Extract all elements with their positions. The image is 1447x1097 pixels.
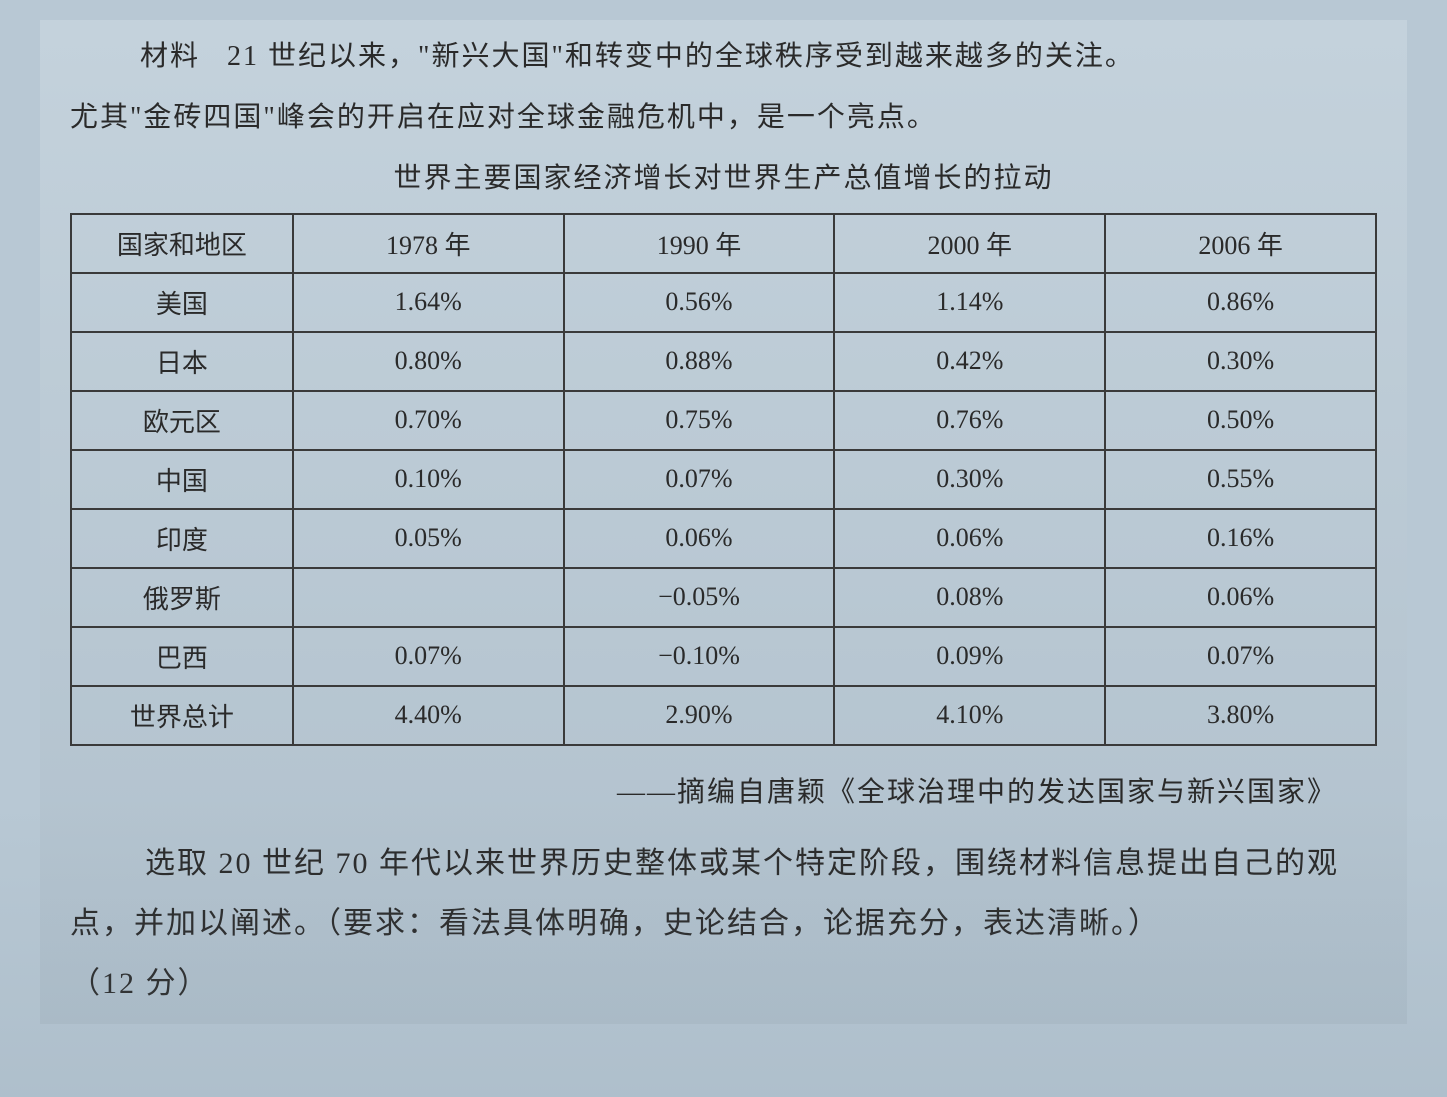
document-page: 材料 21 世纪以来，"新兴大国"和转变中的全球秩序受到越来越多的关注。 尤其"… [40, 20, 1407, 1024]
table-cell: 0.76% [834, 391, 1105, 450]
table-cell: 美国 [71, 273, 293, 332]
table-cell: 0.70% [293, 391, 564, 450]
table-cell: 0.30% [834, 450, 1105, 509]
table-cell: 0.55% [1105, 450, 1376, 509]
table-cell: 0.07% [293, 627, 564, 686]
table-cell: 0.80% [293, 332, 564, 391]
table-title: 世界主要国家经济增长对世界生产总值增长的拉动 [70, 154, 1377, 204]
table-cell: 0.07% [564, 450, 835, 509]
table-row: 中国 0.10% 0.07% 0.30% 0.55% [71, 450, 1376, 509]
table-cell: 0.16% [1105, 509, 1376, 568]
table-cell: 0.08% [834, 568, 1105, 627]
table-cell: 0.09% [834, 627, 1105, 686]
table-cell: 0.06% [834, 509, 1105, 568]
table-cell: 中国 [71, 450, 293, 509]
table-cell: 世界总计 [71, 686, 293, 745]
table-cell: 0.86% [1105, 273, 1376, 332]
intro-paragraph-2: 尤其"金砖四国"峰会的开启在应对全球金融危机中，是一个亮点。 [70, 91, 1377, 144]
intro-paragraph-1: 材料 21 世纪以来，"新兴大国"和转变中的全球秩序受到越来越多的关注。 [70, 30, 1377, 83]
table-cell: 0.88% [564, 332, 835, 391]
table-cell: 0.06% [564, 509, 835, 568]
table-cell: 0.07% [1105, 627, 1376, 686]
table-header-2006: 2006 年 [1105, 214, 1376, 273]
table-header-1978: 1978 年 [293, 214, 564, 273]
table-cell: 2.90% [564, 686, 835, 745]
table-cell: 0.06% [1105, 568, 1376, 627]
table-cell: 0.30% [1105, 332, 1376, 391]
table-cell: 0.75% [564, 391, 835, 450]
data-table: 国家和地区 1978 年 1990 年 2000 年 2006 年 美国 1.6… [70, 213, 1377, 746]
table-header-row: 国家和地区 1978 年 1990 年 2000 年 2006 年 [71, 214, 1376, 273]
question-text: 选取 20 世纪 70 年代以来世界历史整体或某个特定阶段，围绕材料信息提出自己… [70, 834, 1377, 954]
table-cell: 印度 [71, 509, 293, 568]
table-row: 印度 0.05% 0.06% 0.06% 0.16% [71, 509, 1376, 568]
material-label: 材料 [140, 41, 200, 72]
table-cell: 1.14% [834, 273, 1105, 332]
table-row: 美国 1.64% 0.56% 1.14% 0.86% [71, 273, 1376, 332]
table-row: 欧元区 0.70% 0.75% 0.76% 0.50% [71, 391, 1376, 450]
table-cell [293, 568, 564, 627]
table-cell: 4.40% [293, 686, 564, 745]
table-cell: 0.10% [293, 450, 564, 509]
table-cell: 1.64% [293, 273, 564, 332]
intro-text-1: 21 世纪以来，"新兴大国"和转变中的全球秩序受到越来越多的关注。 [227, 41, 1135, 72]
table-header-2000: 2000 年 [834, 214, 1105, 273]
table-cell: 0.05% [293, 509, 564, 568]
table-row: 巴西 0.07% −0.10% 0.09% 0.07% [71, 627, 1376, 686]
table-cell: 4.10% [834, 686, 1105, 745]
table-body: 美国 1.64% 0.56% 1.14% 0.86% 日本 0.80% 0.88… [71, 273, 1376, 745]
table-header-1990: 1990 年 [564, 214, 835, 273]
table-cell: 日本 [71, 332, 293, 391]
table-cell: 3.80% [1105, 686, 1376, 745]
table-cell: −0.10% [564, 627, 835, 686]
table-cell: −0.05% [564, 568, 835, 627]
table-cell: 巴西 [71, 627, 293, 686]
table-cell: 0.56% [564, 273, 835, 332]
table-cell: 欧元区 [71, 391, 293, 450]
table-row: 日本 0.80% 0.88% 0.42% 0.30% [71, 332, 1376, 391]
table-row: 世界总计 4.40% 2.90% 4.10% 3.80% [71, 686, 1376, 745]
table-cell: 0.42% [834, 332, 1105, 391]
table-cell: 俄罗斯 [71, 568, 293, 627]
table-cell: 0.50% [1105, 391, 1376, 450]
table-row: 俄罗斯 −0.05% 0.08% 0.06% [71, 568, 1376, 627]
table-header-region: 国家和地区 [71, 214, 293, 273]
source-citation: ——摘编自唐颖《全球治理中的发达国家与新兴国家》 [70, 766, 1337, 819]
points-text: （12 分） [70, 954, 1377, 1014]
